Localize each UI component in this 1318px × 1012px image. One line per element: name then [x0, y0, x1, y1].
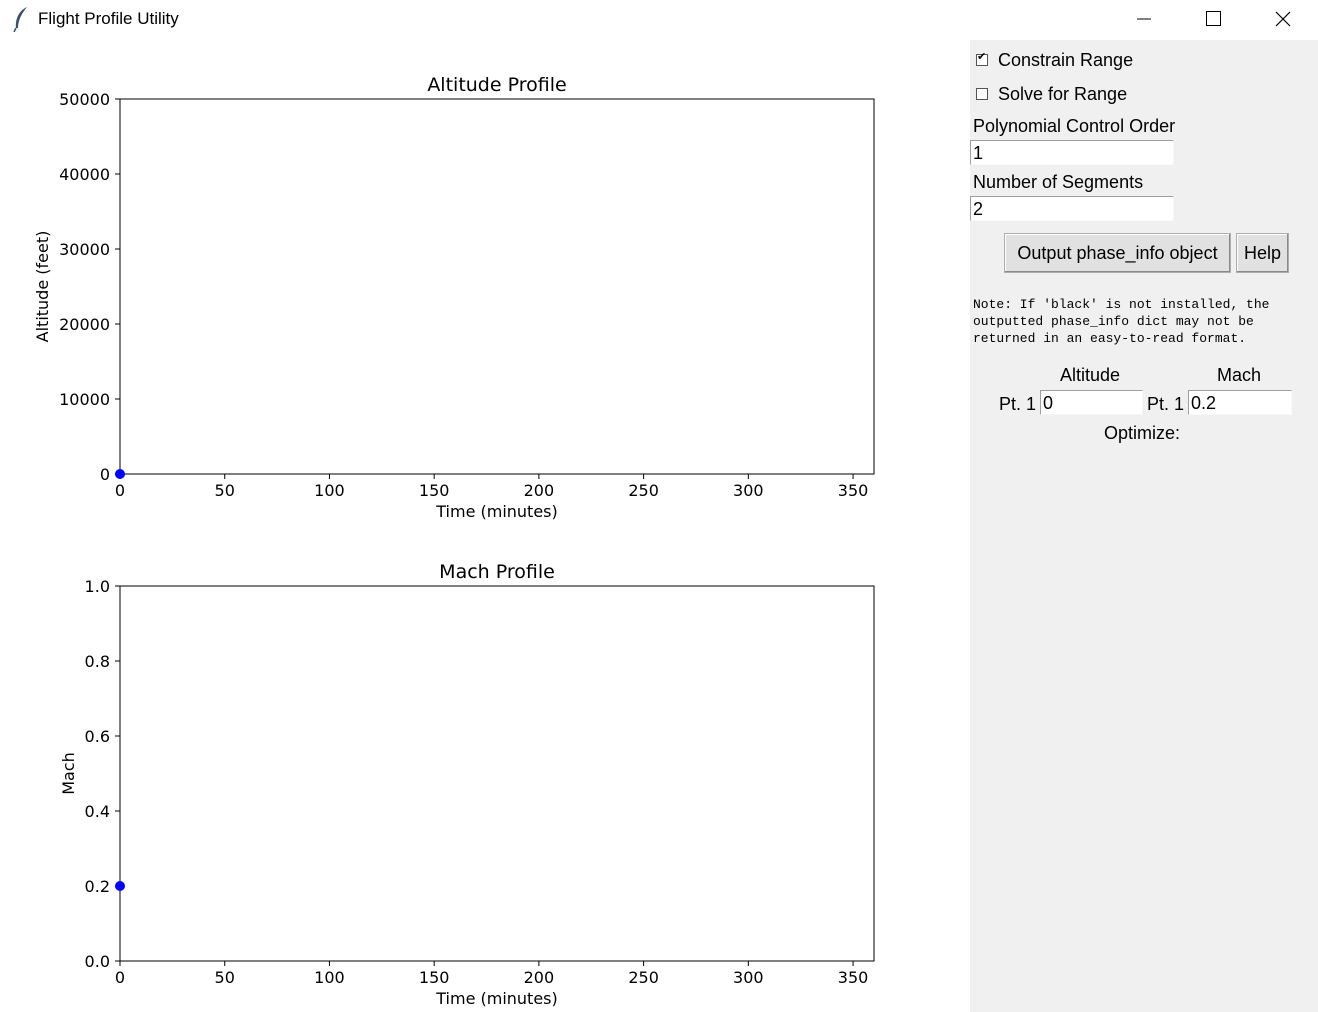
x-tick-label: 250: [628, 481, 659, 500]
x-axis-label: Time (minutes): [435, 502, 558, 521]
data-point: [115, 881, 125, 891]
poly-order-label: Polynomial Control Order: [973, 116, 1176, 136]
plot-frame: [119, 585, 875, 962]
solve-for-range-label: Solve for Range: [998, 83, 1128, 104]
y-tick-label: 0.4: [85, 802, 110, 821]
altitude-column-header: Altitude: [1060, 365, 1121, 385]
y-tick-label: 50000: [59, 90, 110, 109]
x-tick-label: 50: [215, 481, 235, 500]
y-axis-label: Mach: [59, 752, 78, 795]
x-tick-label: 100: [314, 968, 345, 987]
x-tick-label: 50: [215, 968, 235, 987]
solve-for-range-checkbox[interactable]: Solve for Range: [976, 82, 1127, 106]
y-tick-label: 0.8: [85, 652, 110, 671]
x-axis-label: Time (minutes): [435, 989, 558, 1008]
mach-point-label: Pt. 1: [1147, 394, 1185, 414]
chart-title: Altitude Profile: [427, 74, 566, 96]
help-button[interactable]: Help: [1236, 233, 1289, 273]
y-tick-label: 1.0: [85, 577, 110, 596]
x-tick-label: 150: [419, 481, 450, 500]
y-tick-label: 0.6: [85, 727, 110, 746]
x-tick-label: 0: [115, 481, 125, 500]
plot-frame: [119, 98, 875, 475]
check-mark-icon: ✔: [977, 51, 987, 63]
altitude-point-label: Pt. 1: [999, 394, 1037, 414]
mach-column-header: Mach: [1217, 365, 1262, 385]
chart-title: Mach Profile: [439, 561, 555, 583]
constrain-range-label: Constrain Range: [998, 49, 1134, 70]
minimize-icon: [1137, 18, 1151, 20]
y-tick-label: 10000: [59, 390, 110, 409]
output-phase-info-button[interactable]: Output phase_info object: [1004, 233, 1231, 273]
close-button[interactable]: [1260, 0, 1306, 38]
x-tick-label: 200: [524, 481, 555, 500]
x-tick-label: 350: [838, 481, 869, 500]
x-tick-label: 350: [838, 968, 869, 987]
num-segments-label: Number of Segments: [973, 172, 1144, 192]
mach-point-1-input[interactable]: 0.2: [1188, 390, 1292, 415]
close-icon: [1275, 11, 1291, 27]
x-tick-label: 300: [733, 481, 764, 500]
control-panel: ✔ Constrain Range Solve for Range Polyno…: [970, 40, 1318, 1012]
title-bar: Flight Profile Utility: [0, 0, 1318, 40]
black-install-note: Note: If 'black' is not installed, the o…: [973, 297, 1270, 346]
num-segments-input[interactable]: 2: [970, 196, 1174, 221]
maximize-button[interactable]: [1190, 0, 1236, 38]
y-tick-label: 40000: [59, 165, 110, 184]
x-tick-label: 150: [419, 968, 450, 987]
y-tick-label: 30000: [59, 240, 110, 259]
minimize-button[interactable]: [1120, 0, 1166, 38]
checkbox-box[interactable]: [976, 88, 988, 100]
window-title: Flight Profile Utility: [38, 9, 179, 28]
y-tick-label: 0.0: [85, 952, 110, 971]
x-tick-label: 250: [628, 968, 659, 987]
y-tick-label: 20000: [59, 315, 110, 334]
x-tick-label: 200: [524, 968, 555, 987]
constrain-range-checkbox[interactable]: ✔ Constrain Range: [976, 48, 1133, 72]
y-tick-label: 0: [100, 465, 110, 484]
x-tick-label: 300: [733, 968, 764, 987]
poly-order-input[interactable]: 1: [970, 140, 1174, 165]
y-tick-label: 0.2: [85, 877, 110, 896]
y-axis-label: Altitude (feet): [33, 231, 52, 343]
data-point: [115, 469, 125, 479]
feather-icon: [13, 7, 27, 32]
charts-canvas[interactable]: Altitude Profile 0 50 100 150 200 250 300 350 0 10…: [0, 40, 970, 1012]
x-tick-label: 100: [314, 481, 345, 500]
optimize-label: Optimize:: [1104, 423, 1181, 443]
maximize-icon: [1206, 11, 1221, 26]
plot-area: Altitude Profile 0 50 100 150 200 250 300 350 0 10…: [0, 40, 970, 1012]
altitude-point-1-input[interactable]: 0: [1040, 390, 1143, 415]
checkbox-box[interactable]: ✔: [976, 51, 988, 66]
x-tick-label: 0: [115, 968, 125, 987]
